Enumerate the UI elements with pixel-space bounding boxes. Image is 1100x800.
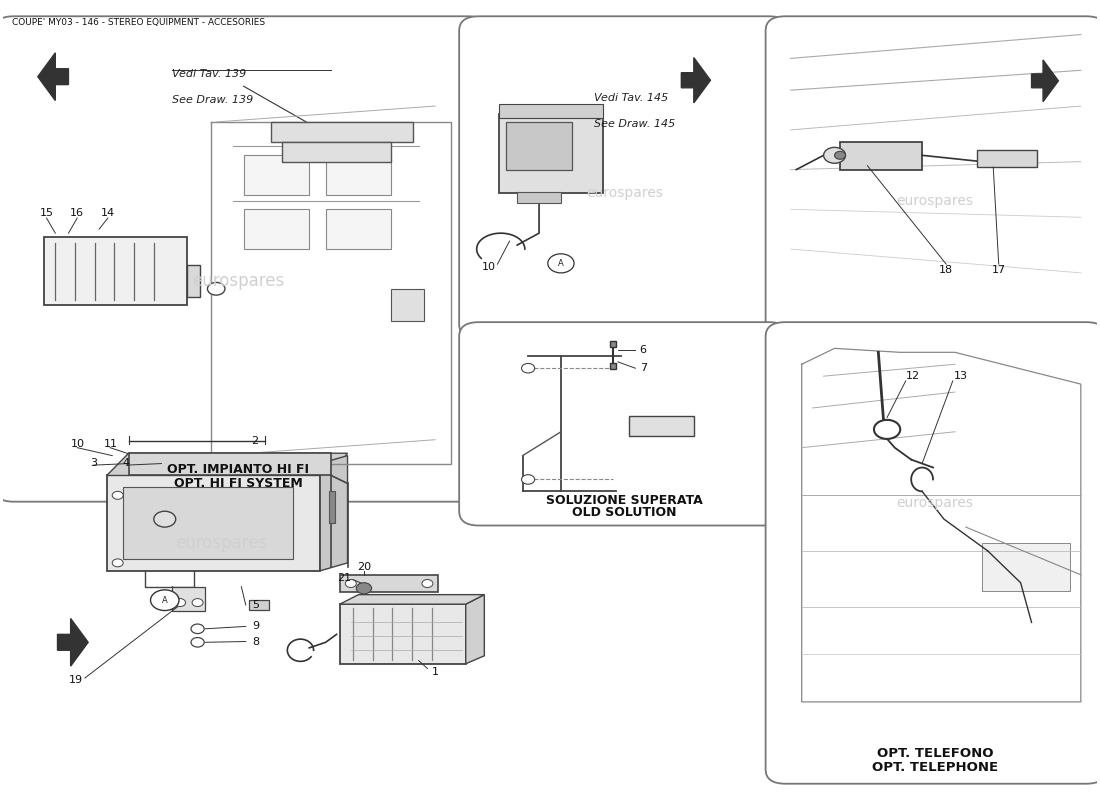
- Bar: [982, 543, 1070, 590]
- Text: SOLUZIONE SUPERATA: SOLUZIONE SUPERATA: [546, 494, 703, 507]
- Text: 14: 14: [101, 207, 114, 218]
- Circle shape: [521, 363, 535, 373]
- Polygon shape: [465, 594, 484, 664]
- Circle shape: [154, 511, 176, 527]
- Circle shape: [521, 474, 535, 484]
- Polygon shape: [340, 594, 484, 604]
- Text: 2: 2: [251, 436, 258, 446]
- Text: 9: 9: [252, 622, 260, 631]
- Text: 6: 6: [640, 345, 647, 355]
- FancyBboxPatch shape: [766, 322, 1100, 784]
- Text: 8: 8: [252, 637, 260, 646]
- Text: 20: 20: [356, 562, 371, 572]
- Text: 10: 10: [70, 438, 85, 449]
- Text: 4: 4: [123, 458, 130, 468]
- Bar: [44, 237, 187, 305]
- Bar: [271, 122, 414, 142]
- Circle shape: [112, 559, 123, 567]
- Polygon shape: [320, 456, 348, 571]
- Bar: [629, 416, 694, 436]
- FancyBboxPatch shape: [459, 16, 789, 339]
- FancyBboxPatch shape: [459, 322, 789, 526]
- Text: OPT. TELEPHONE: OPT. TELEPHONE: [872, 761, 999, 774]
- Bar: [123, 487, 293, 559]
- Bar: [517, 192, 561, 203]
- Text: eurospares: eurospares: [192, 272, 284, 290]
- Bar: [340, 574, 439, 592]
- FancyBboxPatch shape: [0, 16, 487, 502]
- Text: eurospares: eurospares: [896, 194, 974, 208]
- Bar: [498, 104, 603, 118]
- Text: 13: 13: [954, 371, 967, 381]
- Text: Vedi Tav. 145: Vedi Tav. 145: [594, 93, 668, 103]
- Circle shape: [191, 638, 205, 647]
- Bar: [329, 491, 336, 523]
- Text: 7: 7: [640, 363, 647, 374]
- Text: See Draw. 145: See Draw. 145: [594, 119, 675, 130]
- Text: 12: 12: [906, 371, 921, 381]
- Circle shape: [874, 420, 900, 439]
- Bar: [173, 586, 206, 610]
- Text: OPT. HI FI SYSTEM: OPT. HI FI SYSTEM: [174, 477, 302, 490]
- Polygon shape: [57, 618, 88, 666]
- Polygon shape: [1032, 60, 1058, 102]
- Circle shape: [112, 491, 123, 499]
- Text: A: A: [558, 259, 564, 268]
- Bar: [326, 210, 392, 249]
- Text: COUPE' MY03 - 146 - STEREO EQUIPMENT - ACCESORIES: COUPE' MY03 - 146 - STEREO EQUIPMENT - A…: [11, 18, 265, 27]
- Text: A: A: [162, 596, 167, 605]
- Polygon shape: [681, 58, 711, 103]
- Bar: [107, 475, 320, 571]
- Circle shape: [191, 624, 205, 634]
- Polygon shape: [37, 53, 68, 101]
- Text: Vedi Tav. 139: Vedi Tav. 139: [173, 70, 246, 79]
- Text: eurospares: eurospares: [896, 496, 974, 510]
- Text: eurospares: eurospares: [586, 186, 663, 201]
- Text: 10: 10: [482, 262, 496, 271]
- Bar: [243, 210, 309, 249]
- Circle shape: [548, 254, 574, 273]
- Text: OLD SOLUTION: OLD SOLUTION: [572, 506, 676, 519]
- Text: 15: 15: [40, 207, 54, 218]
- Bar: [340, 604, 465, 664]
- Text: 3: 3: [90, 458, 97, 468]
- Circle shape: [356, 582, 372, 594]
- Text: OPT. TELEFONO: OPT. TELEFONO: [877, 747, 993, 760]
- Text: 18: 18: [939, 265, 954, 274]
- Text: 17: 17: [992, 265, 1005, 274]
- Circle shape: [345, 579, 356, 587]
- Circle shape: [192, 598, 204, 606]
- Polygon shape: [107, 454, 348, 475]
- Circle shape: [175, 598, 186, 606]
- Bar: [498, 114, 603, 194]
- Bar: [243, 155, 309, 195]
- Text: eurospares: eurospares: [176, 534, 267, 552]
- Text: 1: 1: [431, 666, 439, 677]
- Bar: [282, 142, 392, 162]
- Circle shape: [422, 579, 433, 587]
- Circle shape: [824, 147, 846, 163]
- Text: See Draw. 139: See Draw. 139: [173, 95, 254, 106]
- Bar: [129, 454, 331, 475]
- Bar: [977, 150, 1037, 167]
- Circle shape: [151, 590, 179, 610]
- Circle shape: [835, 151, 846, 159]
- Bar: [506, 122, 572, 170]
- Bar: [840, 142, 922, 170]
- Circle shape: [208, 282, 226, 295]
- Text: 19: 19: [68, 674, 82, 685]
- Text: OPT. IMPIANTO HI FI: OPT. IMPIANTO HI FI: [167, 463, 309, 477]
- Bar: [187, 265, 200, 297]
- Text: 11: 11: [103, 438, 118, 449]
- Text: 21: 21: [337, 573, 351, 583]
- Text: 5: 5: [252, 600, 260, 610]
- Bar: [249, 600, 268, 610]
- Text: 16: 16: [70, 207, 85, 218]
- Bar: [326, 155, 392, 195]
- Bar: [392, 289, 425, 321]
- FancyBboxPatch shape: [766, 16, 1100, 339]
